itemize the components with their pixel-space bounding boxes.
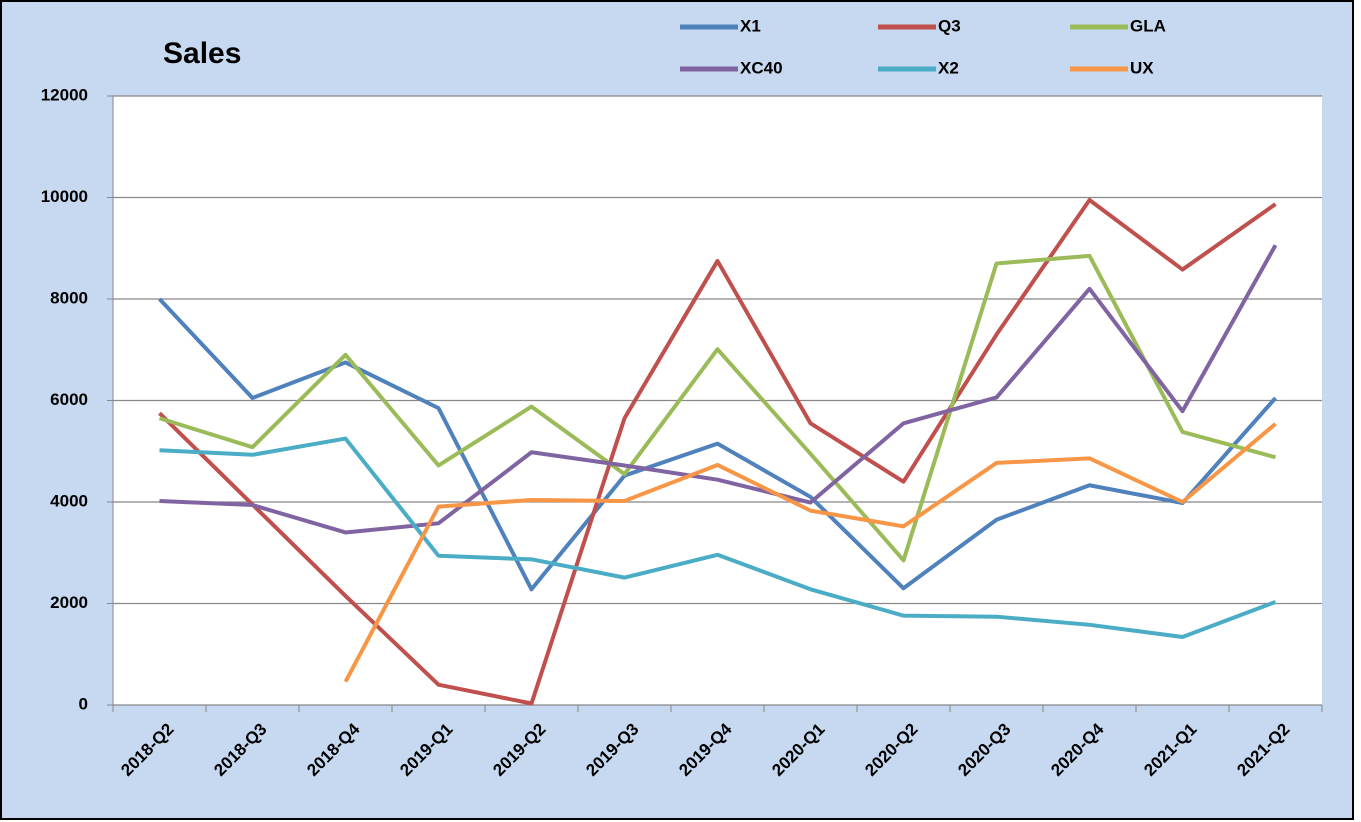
series-line <box>343 422 1277 683</box>
legend-label: GLA <box>1130 16 1166 35</box>
series-line <box>158 297 1277 592</box>
y-tick-label: 6000 <box>50 390 88 409</box>
legend-label: X2 <box>938 58 959 77</box>
series-line <box>158 198 1277 706</box>
y-tick-label: 10000 <box>41 187 88 206</box>
chart-title: Sales <box>163 37 241 70</box>
y-tick-label: 4000 <box>50 491 88 510</box>
series-line <box>159 244 1278 535</box>
legend-label: UX <box>1130 58 1154 77</box>
series-line <box>158 253 1277 563</box>
legend-label: Q3 <box>938 16 961 35</box>
y-tick-label: 12000 <box>41 85 88 104</box>
legend-label: XC40 <box>740 58 783 77</box>
y-tick-label: 8000 <box>50 288 88 307</box>
series-line <box>159 436 1277 639</box>
y-tick-label: 2000 <box>50 593 88 612</box>
y-tick-label: 0 <box>79 694 88 713</box>
legend-label: X1 <box>740 16 761 35</box>
